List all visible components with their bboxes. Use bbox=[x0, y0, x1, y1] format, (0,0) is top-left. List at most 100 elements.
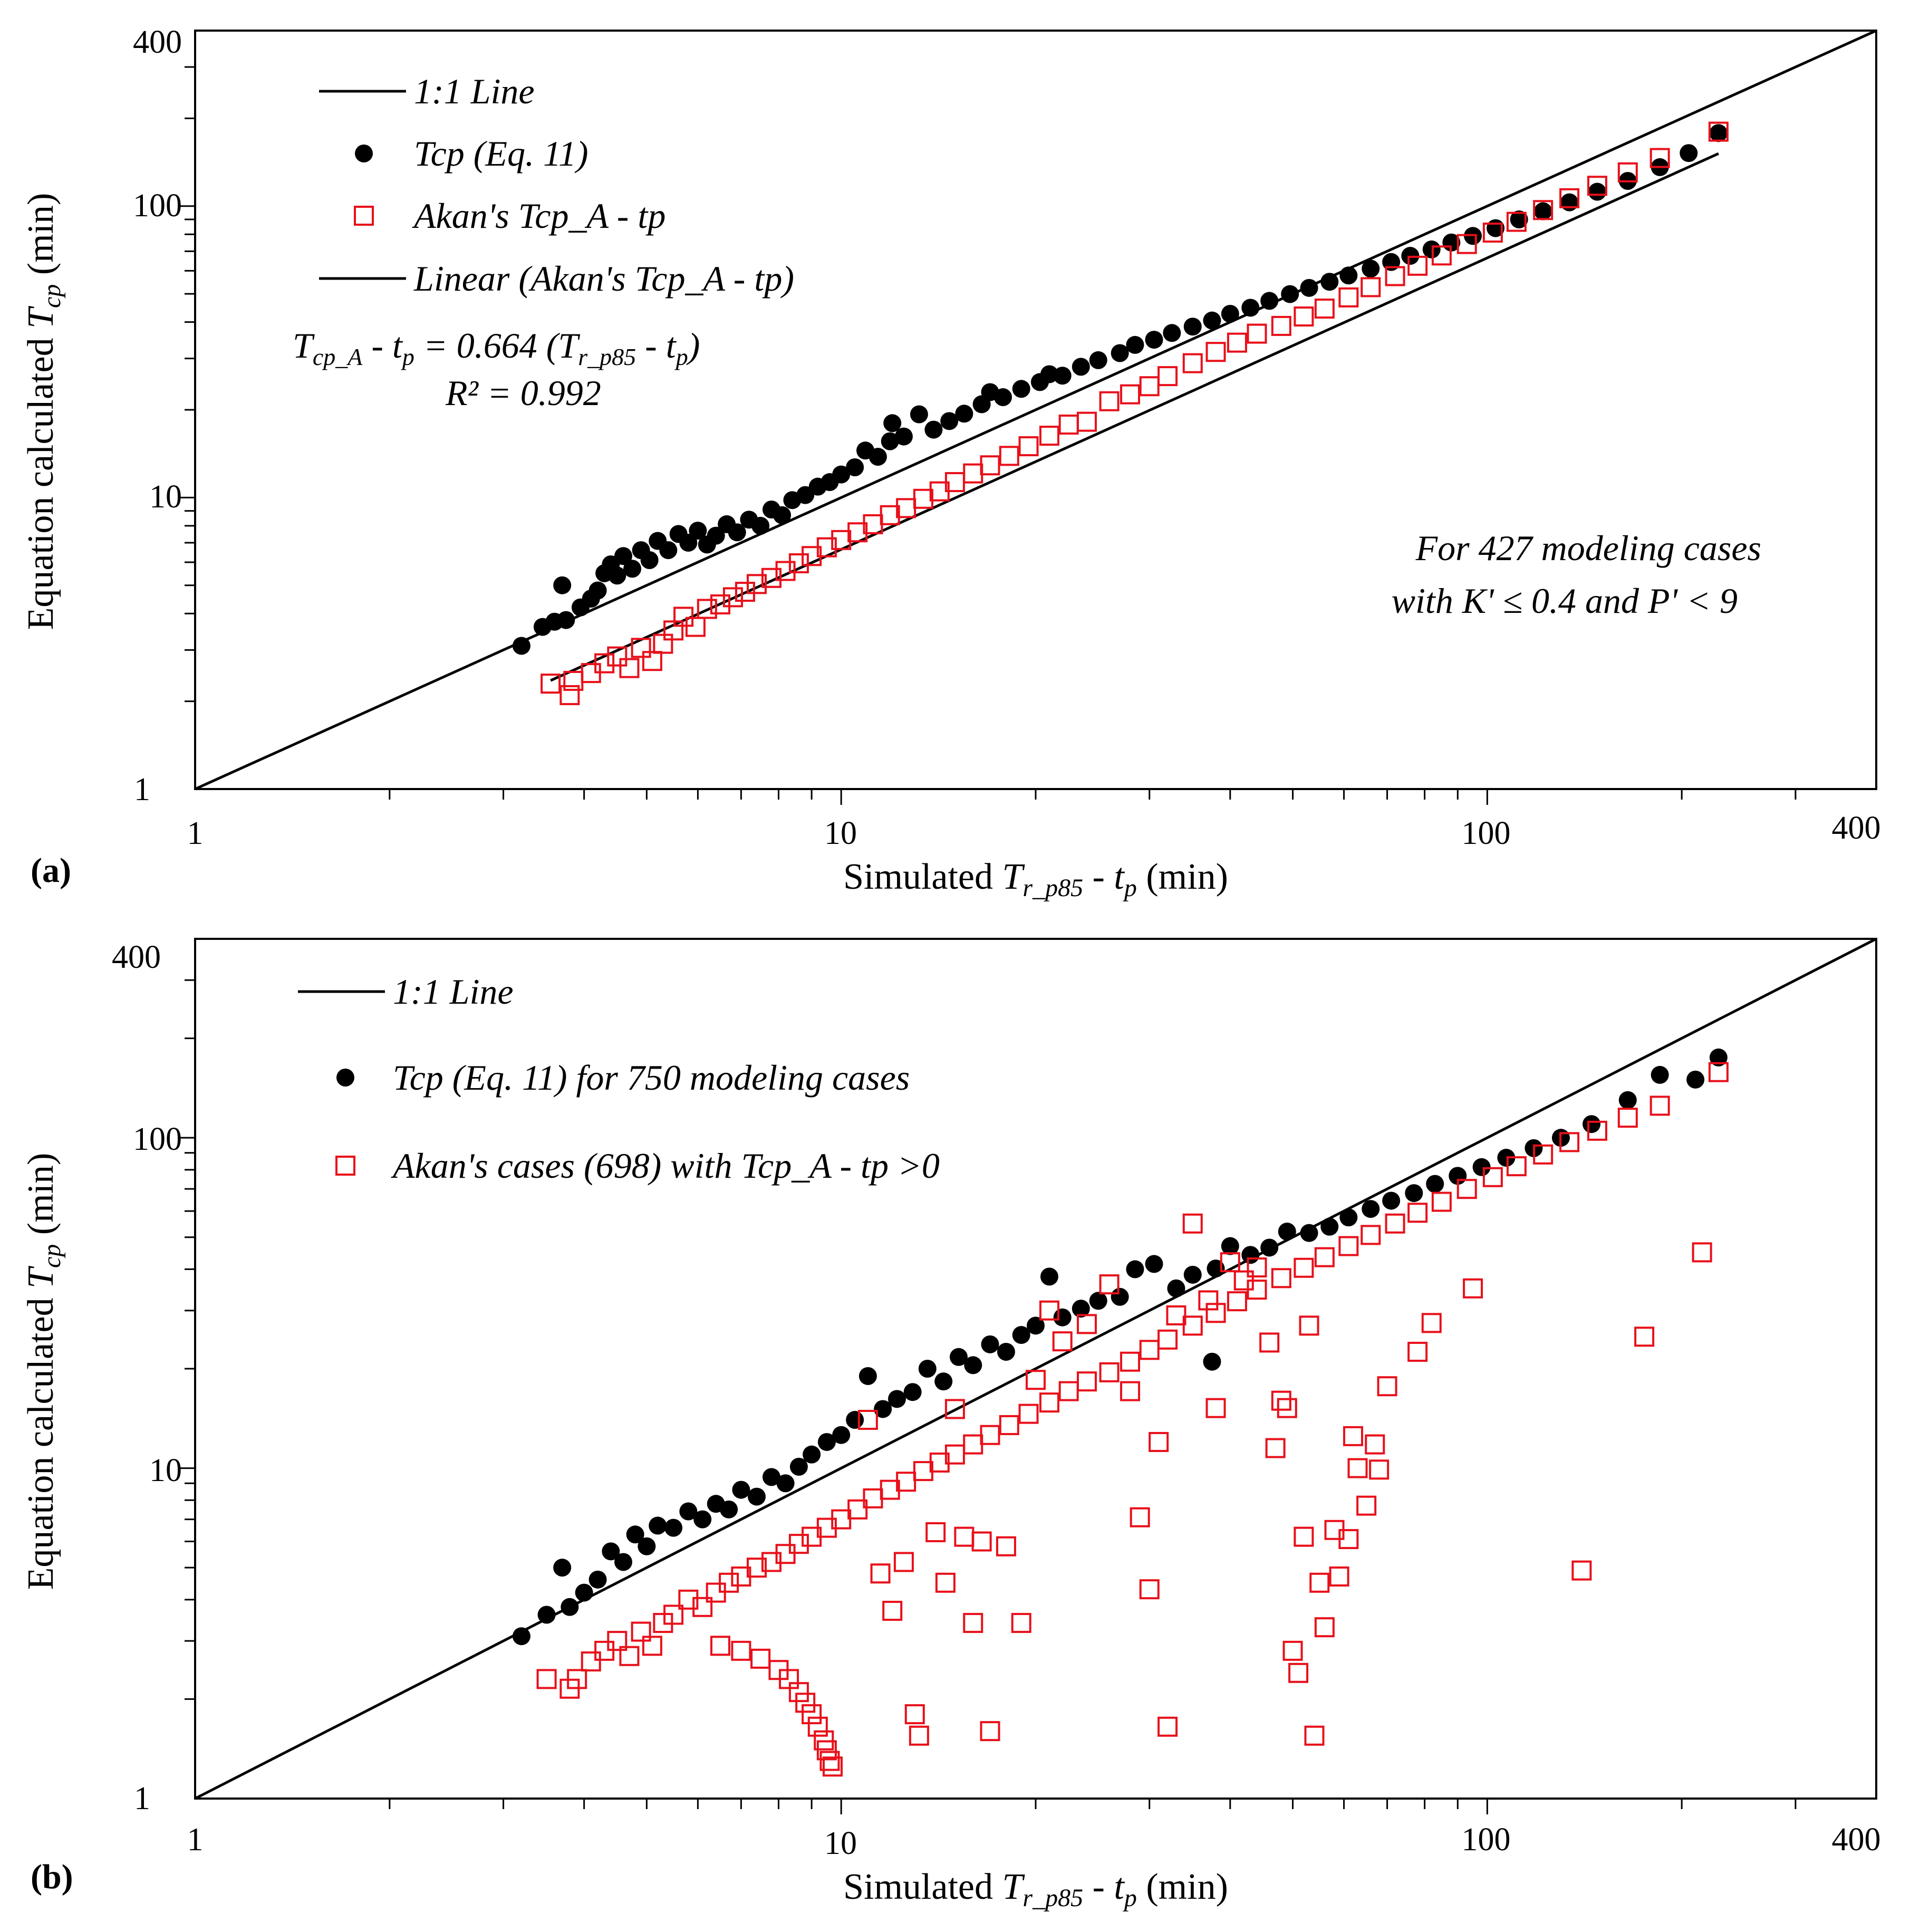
panel-b-akan-point bbox=[1692, 1242, 1712, 1263]
panel-b-akan-point bbox=[1361, 1225, 1381, 1245]
panel-b-tcp-point bbox=[561, 1598, 579, 1616]
panel-b-tcp-point bbox=[720, 1500, 738, 1518]
panel-a-akan-point bbox=[663, 620, 684, 641]
panel-b-akan-point bbox=[1288, 1662, 1309, 1683]
panel-b-akan-point bbox=[1099, 1274, 1120, 1295]
panel-a-tcp-point bbox=[1012, 380, 1030, 398]
panel-b-tcp-point bbox=[602, 1542, 620, 1561]
panel-a-akan-point bbox=[1431, 245, 1452, 266]
panel-a-akan-point bbox=[775, 561, 796, 581]
panel-a-x-axis-title: Simulated Tr_p85 - tp (min) bbox=[843, 857, 1228, 902]
panel-a-akan-point bbox=[1018, 436, 1039, 457]
panel-a-akan-point bbox=[594, 653, 615, 674]
panel-a-akan-point bbox=[1361, 277, 1381, 297]
panel-a-x-tick-label-100: 100 bbox=[1462, 815, 1511, 851]
panel-b-tcp-point bbox=[1203, 1352, 1221, 1371]
panel-a-tcp-point bbox=[773, 506, 792, 524]
panel-a-x-tick-label-10: 10 bbox=[824, 815, 857, 851]
panel-b-akan-point bbox=[1039, 1300, 1059, 1321]
panel-b-tcp-point bbox=[981, 1335, 999, 1353]
panel-a-akan-point bbox=[1708, 121, 1729, 142]
panel-b-akan-point bbox=[1120, 1351, 1141, 1372]
panel-b-tcp-point bbox=[1167, 1279, 1185, 1297]
panel-b-akan-point bbox=[1139, 1340, 1160, 1360]
panel-b-tcp-point bbox=[918, 1360, 937, 1378]
panel-b-akan-point bbox=[746, 1558, 767, 1578]
panel-b-tcp-point bbox=[732, 1481, 750, 1499]
panel-a-tcp-point bbox=[1053, 367, 1072, 385]
panel-b-tcp-point bbox=[553, 1559, 572, 1577]
panel-b-tcp-point bbox=[1583, 1115, 1601, 1133]
panel-a-trend-line bbox=[550, 152, 1719, 682]
panel-b-tcp-point bbox=[512, 1627, 530, 1646]
panel-a-akan-point bbox=[1533, 200, 1554, 220]
panel-a-tcp-point bbox=[1241, 299, 1260, 317]
panel-a-akan-point bbox=[631, 638, 651, 658]
panel-a-akan-point bbox=[1205, 342, 1226, 362]
panel-a-tcp-point bbox=[881, 432, 899, 450]
panel-a-tcp-point bbox=[993, 388, 1012, 407]
panel-b-akan-point bbox=[678, 1589, 699, 1610]
panel-a-tcp-point bbox=[1560, 193, 1579, 212]
panel-a-akan-point bbox=[1139, 376, 1160, 397]
panel-a-legend-label-linear: Linear (Akan's Tcp_A - tp) bbox=[413, 258, 794, 299]
panel-b-tcp-point bbox=[1072, 1300, 1090, 1318]
panel-b-tcp-point bbox=[649, 1516, 667, 1535]
panel-b-series bbox=[512, 1048, 1729, 1777]
panel-a-akan-point bbox=[1099, 391, 1120, 411]
panel-b-tcp-point bbox=[1027, 1316, 1045, 1335]
panel-b-tcp-point bbox=[588, 1570, 607, 1589]
panel-a-akan-point bbox=[710, 594, 730, 614]
panel-b-akan-point bbox=[1294, 1257, 1314, 1278]
panel-b-akan-point bbox=[795, 1693, 816, 1713]
panel-b-akan-point bbox=[1052, 1331, 1073, 1352]
panel-b-akan-point bbox=[1649, 1095, 1670, 1116]
panel-b-y-tick-label-100: 100 bbox=[133, 1121, 182, 1157]
panel-b-tcp-point bbox=[1089, 1292, 1107, 1310]
panel-a-legend-label-akan: Akan's Tcp_A - tp bbox=[412, 196, 665, 236]
panel-b-akan-point bbox=[1182, 1315, 1203, 1336]
panel-b-akan-point bbox=[1356, 1495, 1377, 1516]
panel-a-tcp-point bbox=[1163, 324, 1181, 342]
panel-a-tcp-point bbox=[623, 560, 642, 578]
panel-b-tcp-point bbox=[679, 1502, 698, 1521]
panel-b-label: (b) bbox=[31, 1858, 73, 1896]
panel-b-akan-point bbox=[944, 1399, 965, 1419]
panel-a-tcp-point bbox=[707, 526, 725, 545]
panel-b-akan-point bbox=[1365, 1434, 1385, 1455]
panel-b-akan-point bbox=[1277, 1398, 1297, 1418]
panel-a-tcp-point bbox=[883, 414, 902, 432]
panel-b-tcp-point bbox=[693, 1510, 712, 1529]
panel-b-akan-point bbox=[1559, 1132, 1580, 1152]
panel-a-akan-point bbox=[673, 607, 694, 627]
panel-b-tcp-point bbox=[1145, 1255, 1163, 1273]
panel-a-akan-point bbox=[1456, 234, 1477, 254]
panel-b-akan-point bbox=[1271, 1268, 1291, 1289]
panel-b-tcp-point bbox=[887, 1390, 906, 1408]
panel-b-akan-point bbox=[1157, 1716, 1178, 1737]
panel-b-akan-point bbox=[909, 1725, 929, 1746]
panel-b-axes bbox=[179, 938, 1877, 1814]
panel-a-legend-label-tcp: Tcp (Eq. 11) bbox=[414, 133, 588, 174]
panel-b-x-axis-title: Simulated Tr_p85 - tp (min) bbox=[843, 1867, 1228, 1912]
panel-b-akan-point bbox=[1385, 1213, 1405, 1234]
panel-b-akan-point bbox=[536, 1669, 557, 1689]
panel-b-x-ticks bbox=[389, 1799, 1797, 1814]
panel-a-y-tick-label-1: 1 bbox=[134, 772, 150, 808]
panel-a-tcp-point bbox=[1534, 202, 1552, 220]
panel-b-akan-point bbox=[1463, 1278, 1483, 1299]
panel-a-x-tick-label-400: 400 bbox=[1832, 810, 1881, 846]
panel-b-tcp-point bbox=[762, 1468, 780, 1486]
panel-b-tcp-point bbox=[1382, 1191, 1401, 1210]
panel-b-y-tick-label-400: 400 bbox=[112, 939, 161, 975]
panel-a-akan-point bbox=[999, 446, 1019, 466]
panel-b-tcp-point bbox=[817, 1433, 836, 1451]
panel-a-tcp-point bbox=[1362, 259, 1380, 278]
panel-b-akan-point bbox=[731, 1640, 751, 1661]
panel-b-akan-point bbox=[1617, 1108, 1638, 1128]
panel-b-akan-point bbox=[581, 1651, 601, 1672]
panel-b-tcp-point bbox=[1012, 1326, 1030, 1344]
panel-a-axes bbox=[179, 30, 1877, 805]
panel-b-legend-label-tcp: Tcp (Eq. 11) for 750 modeling cases bbox=[393, 1058, 910, 1098]
